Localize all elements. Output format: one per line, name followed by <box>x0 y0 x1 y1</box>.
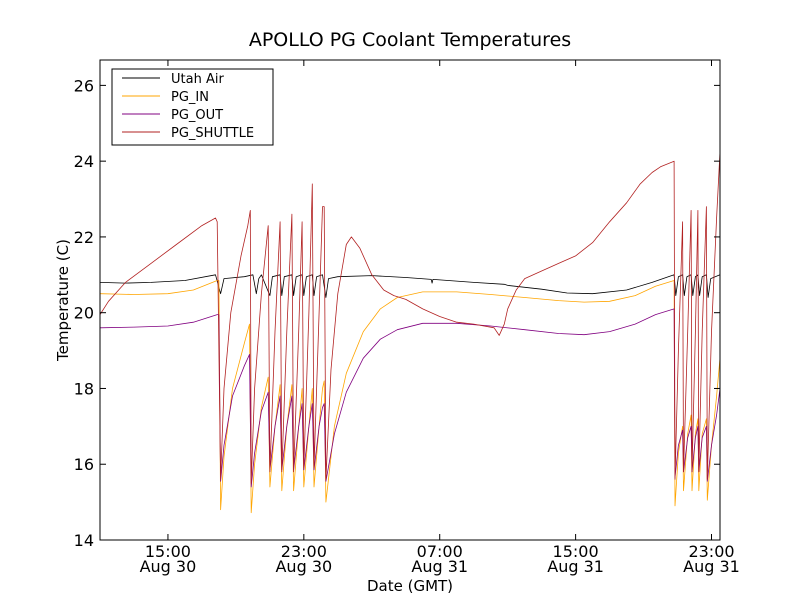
x-axis-label: Date (GMT) <box>367 577 453 595</box>
y-tick-label: 22 <box>74 228 94 247</box>
x-tick-label-date: Aug 30 <box>275 557 332 576</box>
x-tick-label-time: 15:00 <box>553 542 599 561</box>
legend: Utah Air PG_IN PG_OUT PG_SHUTTLE <box>111 68 274 146</box>
legend-label-0: Utah Air <box>171 72 224 87</box>
y-tick-label: 18 <box>74 379 94 398</box>
plot-lines <box>99 151 721 514</box>
x-tick-label-time: 15:00 <box>145 542 191 561</box>
x-tick-label-time: 23:00 <box>281 542 327 561</box>
y-tick-label: 20 <box>74 304 94 323</box>
y-tick-label: 14 <box>74 531 94 550</box>
series-line-1 <box>99 280 721 514</box>
x-tick-label-date: Aug 30 <box>140 557 197 576</box>
plot-frame <box>99 59 721 541</box>
series-line-3 <box>99 151 721 484</box>
x-tick-label-date: Aug 31 <box>547 557 604 576</box>
y-tick-label: 16 <box>74 455 94 474</box>
x-tick-label-time: 07:00 <box>417 542 463 561</box>
y-tick-label: 24 <box>74 152 94 171</box>
chart-title: APOLLO PG Coolant Temperatures <box>249 29 571 51</box>
legend-label-1: PG_IN <box>171 90 209 105</box>
x-tick-label-date: Aug 31 <box>411 557 468 576</box>
y-tick-label: 26 <box>74 76 94 95</box>
legend-label-3: PG_SHUTTLE <box>171 126 254 141</box>
x-tick-label-time: 23:00 <box>688 542 734 561</box>
x-tick-label-date: Aug 31 <box>683 557 740 576</box>
series-line-0 <box>99 274 721 298</box>
legend-label-2: PG_OUT <box>171 108 223 123</box>
y-axis-label: Temperature (C) <box>54 239 72 362</box>
series-line-2 <box>99 308 721 488</box>
